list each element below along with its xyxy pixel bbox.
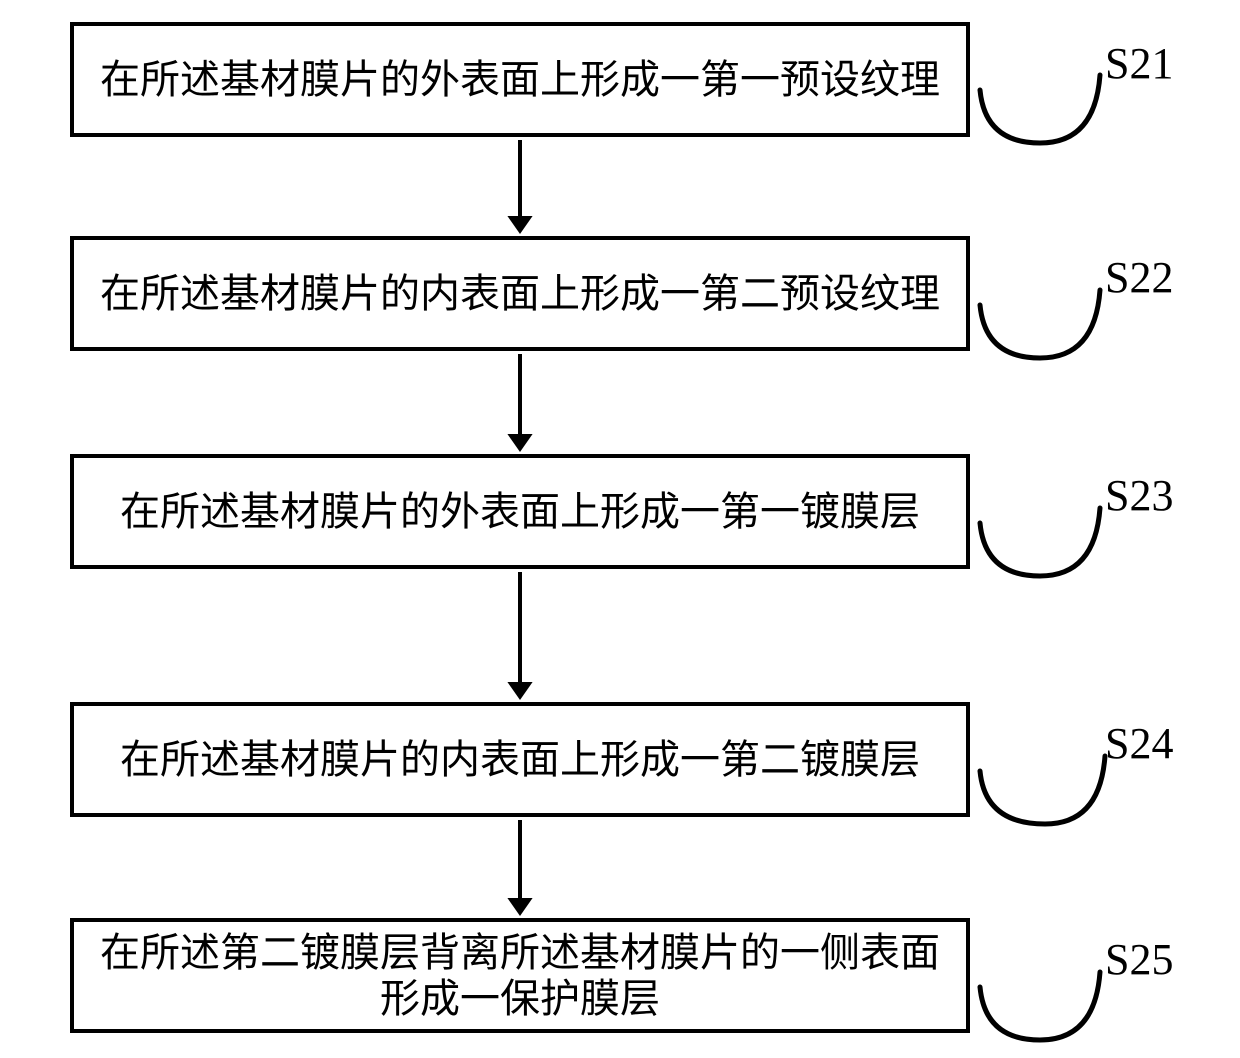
flowchart-arrow — [0, 0, 1240, 1058]
flowchart-canvas: 在所述基材膜片的外表面上形成一第一预设纹理S21在所述基材膜片的内表面上形成一第… — [0, 0, 1240, 1058]
